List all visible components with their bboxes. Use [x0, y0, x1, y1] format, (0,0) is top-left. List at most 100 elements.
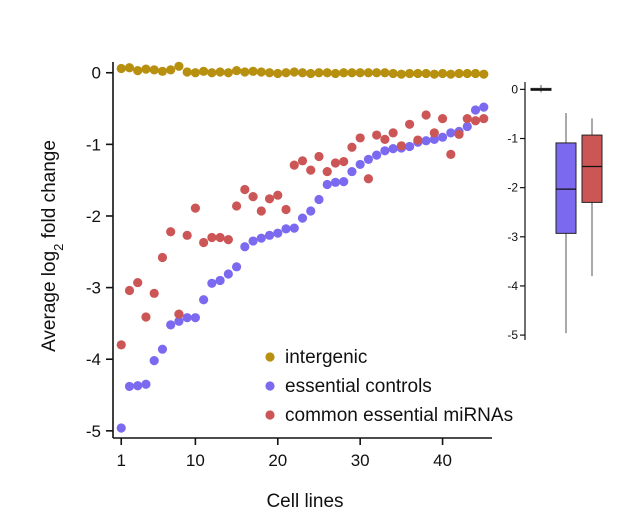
data-point — [372, 68, 382, 78]
data-point — [124, 285, 135, 296]
data-point — [182, 230, 192, 240]
y-axis-title: Average log2 fold change — [39, 140, 66, 352]
data-point — [166, 65, 176, 75]
data-point — [231, 65, 242, 76]
data-point — [437, 68, 448, 79]
x-tick-label: 40 — [433, 451, 452, 470]
legend: intergenic essential controls common essen… — [265, 347, 513, 426]
data-point — [372, 130, 382, 140]
data-point — [454, 129, 464, 139]
box-y-tick-label: -1 — [507, 132, 518, 146]
data-point — [248, 66, 258, 76]
data-point — [248, 236, 258, 246]
data-point — [380, 146, 390, 156]
data-point — [199, 66, 209, 76]
legend-marker-essential_controls — [265, 381, 275, 391]
x-tick-label: 20 — [268, 451, 287, 470]
data-point — [429, 134, 439, 144]
data-point — [264, 194, 275, 204]
inset-boxplot: 0 -1 -2 -3 -4 -5 — [507, 82, 603, 342]
data-point — [363, 154, 374, 165]
data-point — [248, 192, 258, 202]
data-point — [421, 68, 431, 79]
data-point — [297, 68, 308, 78]
data-point — [240, 67, 250, 77]
data-point — [479, 113, 489, 124]
data-point — [231, 262, 242, 272]
data-point — [157, 344, 168, 354]
x-tick-label: 30 — [351, 451, 370, 470]
data-point — [297, 156, 308, 166]
data-point — [141, 312, 151, 322]
data-point — [149, 65, 159, 75]
data-point — [314, 151, 324, 162]
data-point — [339, 177, 349, 187]
data-point — [281, 204, 291, 215]
data-point — [190, 313, 200, 323]
data-point — [190, 68, 200, 78]
data-point — [330, 158, 341, 168]
box-y-tick-label: -2 — [507, 181, 518, 195]
data-point — [306, 68, 316, 79]
data-point — [223, 68, 233, 78]
data-point — [141, 64, 151, 74]
data-point — [133, 381, 143, 391]
legend-label-essential_controls: essential controls — [285, 376, 432, 397]
box-body — [555, 142, 577, 234]
data-point — [264, 68, 275, 78]
data-point — [289, 67, 299, 77]
data-point — [157, 66, 168, 76]
y-tick-label: -2 — [86, 207, 101, 226]
series-common_essential_mirnas — [116, 110, 489, 350]
data-point — [240, 242, 250, 252]
data-point — [141, 379, 151, 389]
data-point — [437, 132, 448, 142]
legend-marker-common_essential_mirnas — [265, 410, 275, 420]
box-y-tick-label: -3 — [507, 230, 518, 244]
data-point — [413, 68, 423, 79]
scatter-points — [116, 61, 489, 433]
data-point — [133, 65, 143, 76]
data-point — [347, 142, 357, 152]
data-point — [256, 67, 266, 77]
box-y-tick-label: -5 — [507, 328, 518, 342]
data-point — [116, 423, 126, 433]
data-point — [174, 316, 184, 326]
data-point — [215, 275, 225, 286]
data-point — [223, 269, 233, 279]
y-tick-label: -4 — [86, 350, 101, 369]
data-point — [149, 288, 159, 298]
data-point — [322, 179, 332, 190]
data-point — [322, 166, 332, 177]
data-point — [396, 69, 406, 79]
data-point — [314, 194, 324, 205]
data-point — [281, 68, 291, 78]
data-point — [182, 67, 192, 77]
data-point — [405, 68, 415, 79]
data-point — [380, 68, 390, 78]
data-point — [446, 128, 456, 138]
data-point — [339, 156, 349, 167]
data-point — [166, 227, 176, 237]
data-point — [347, 166, 357, 177]
data-point — [429, 128, 439, 138]
y-tick-label: -3 — [86, 279, 101, 298]
data-point — [454, 68, 464, 79]
main-axes: 0 -1 -2 -3 -4 -5 1 10 20 30 40 — [86, 62, 492, 470]
y-axis-title-subscript: 2 — [51, 244, 66, 251]
data-point — [314, 68, 324, 78]
data-point — [166, 320, 176, 330]
data-point — [281, 224, 291, 234]
data-point — [421, 136, 431, 146]
series-intergenic — [116, 61, 489, 79]
x-tick-label: 1 — [117, 451, 126, 470]
data-point — [322, 68, 332, 78]
y-axis-title-main: Average log — [39, 251, 60, 352]
data-point — [429, 69, 439, 79]
data-point — [207, 278, 217, 288]
data-point — [446, 69, 456, 79]
data-point — [388, 128, 398, 138]
data-point — [470, 116, 481, 126]
data-point — [199, 237, 209, 248]
